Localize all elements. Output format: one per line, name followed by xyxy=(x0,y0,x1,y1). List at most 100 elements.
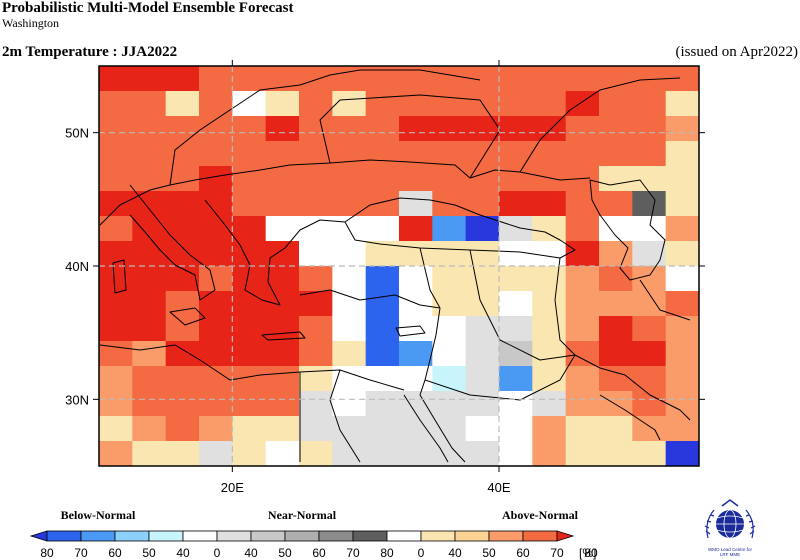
grid-cell xyxy=(499,441,533,467)
grid-cell xyxy=(532,116,567,142)
grid-cell xyxy=(465,366,500,392)
grid-cell xyxy=(532,66,567,92)
grid-cell xyxy=(632,416,667,442)
grid-cell xyxy=(265,241,300,267)
grid-cell xyxy=(432,341,467,367)
grid-cell xyxy=(665,316,700,342)
grid-cell xyxy=(632,391,667,417)
grid-cell xyxy=(99,66,133,92)
colorbar-segment xyxy=(352,530,388,542)
grid-cell xyxy=(365,316,400,342)
grid-cell xyxy=(132,91,167,117)
grid-cell xyxy=(199,91,233,117)
grid-cell xyxy=(132,116,167,142)
coastlines xyxy=(99,69,691,463)
grid-cell xyxy=(632,441,667,467)
grid-cell xyxy=(499,241,533,267)
grid-cell xyxy=(332,116,367,142)
grid-cell xyxy=(665,191,700,217)
grid-cell xyxy=(399,341,433,367)
grid-cell xyxy=(599,366,633,392)
colorbar-segment xyxy=(522,530,558,542)
grid-cell xyxy=(399,116,433,142)
grid-cell xyxy=(499,191,533,217)
grid-cell xyxy=(399,391,433,417)
grid-cell xyxy=(632,116,667,142)
colorbar-segment xyxy=(114,530,150,542)
grid-cell xyxy=(399,316,433,342)
grid-cell xyxy=(565,391,600,417)
grid-cell xyxy=(99,391,133,417)
grid-cell xyxy=(599,341,633,367)
forecast-subtitle: Washington xyxy=(2,16,60,30)
grid-cell xyxy=(299,441,333,467)
lon-tick-label: 20E xyxy=(221,480,244,495)
grid-cell xyxy=(499,166,533,192)
colorbar-tick-label: 80 xyxy=(584,546,598,560)
grid-cell xyxy=(265,166,300,192)
grid-cell xyxy=(265,116,300,142)
grid-cell xyxy=(532,441,567,467)
grid-cell xyxy=(332,316,367,342)
grid-cell xyxy=(132,241,167,267)
grid-cell xyxy=(365,141,400,167)
grid-cell xyxy=(465,141,500,167)
grid-cell xyxy=(599,416,633,442)
colorbar: 80 70 60 50 40 0 40 50 60 70 80 0 40 50 60 70 80[%] xyxy=(29,530,598,560)
grid-cell xyxy=(532,91,567,117)
grid-cell xyxy=(432,216,467,242)
grid-cell xyxy=(299,116,333,142)
grid-cell xyxy=(565,291,600,317)
grid-cell xyxy=(365,216,400,242)
grid-cell xyxy=(565,316,600,342)
grid-cell xyxy=(499,91,533,117)
grid-cell xyxy=(432,391,467,417)
colorbar-segment xyxy=(216,530,252,542)
grid-cell xyxy=(99,441,133,467)
grid-cell xyxy=(99,216,133,242)
grid-cell xyxy=(365,116,400,142)
grid-cell xyxy=(232,66,267,92)
grid-cell xyxy=(299,191,333,217)
grid-cell xyxy=(632,216,667,242)
grid-cell xyxy=(599,291,633,317)
grid-cell xyxy=(365,241,400,267)
grid-cell xyxy=(199,241,233,267)
grid-cell xyxy=(465,216,500,242)
grid-cell xyxy=(432,241,467,267)
grid-cell xyxy=(565,241,600,267)
grid-cell xyxy=(465,341,500,367)
grid-cell xyxy=(499,316,533,342)
colorbar-segment xyxy=(488,530,524,542)
grid-cell xyxy=(332,241,367,267)
grid-cell xyxy=(399,191,433,217)
grid-cell xyxy=(332,166,367,192)
category-above-normal: Above-Normal xyxy=(502,508,578,522)
grid-cell xyxy=(265,191,300,217)
lon-tick-label: 40E xyxy=(487,480,510,495)
grid-cell xyxy=(465,416,500,442)
colorbar-segment xyxy=(80,530,116,542)
grid-cell xyxy=(232,316,267,342)
grid-cell xyxy=(565,416,600,442)
grid-cell xyxy=(299,241,333,267)
grid-cell xyxy=(599,316,633,342)
colorbar-tick-label: 60 xyxy=(312,546,326,560)
grid-cell xyxy=(165,216,200,242)
grid-cell xyxy=(199,291,233,317)
grid-cell xyxy=(665,116,700,142)
grid-cell xyxy=(532,141,567,167)
grid-cell xyxy=(265,366,300,392)
grid-cell xyxy=(99,291,133,317)
grid-cell xyxy=(599,241,633,267)
grid-cell xyxy=(432,266,467,292)
grid-cell xyxy=(365,91,400,117)
lat-tick-label: 40N xyxy=(65,259,89,274)
grid-cell xyxy=(632,341,667,367)
grid-cell xyxy=(265,391,300,417)
grid-cell xyxy=(432,116,467,142)
grid-cell xyxy=(332,266,367,292)
colorbar-tick-label: 0 xyxy=(214,546,221,560)
grid-cell xyxy=(132,291,167,317)
grid-cell xyxy=(332,191,367,217)
